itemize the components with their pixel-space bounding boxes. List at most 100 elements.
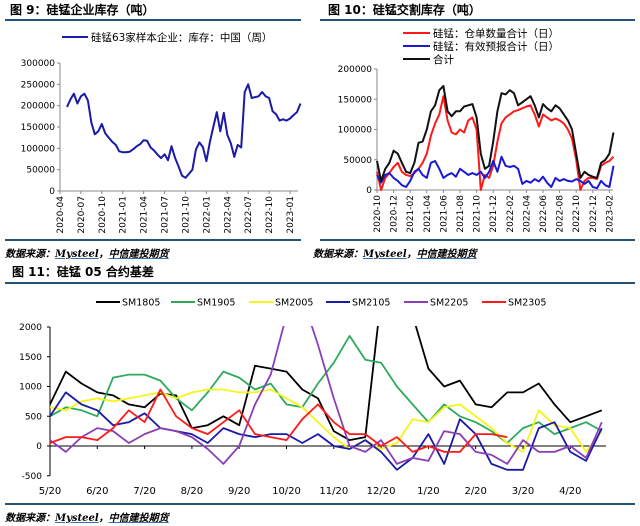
- x-tick-label: 2020-04: [56, 196, 66, 234]
- y-tick-label: 0: [36, 442, 42, 452]
- y-tick-label: 1000: [19, 383, 42, 393]
- x-tick-label: 2022-08: [556, 195, 566, 233]
- x-tick-label: 2021-06: [439, 195, 449, 233]
- legend-label: SM1805: [122, 298, 160, 309]
- x-tick-label: 2021-02: [406, 195, 416, 233]
- x-tick-label: 2022-04: [522, 195, 532, 233]
- figure-9-top-rule: [5, 19, 301, 21]
- x-tick-label: 1/20: [417, 486, 439, 497]
- x-tick-label: 2022-10: [265, 196, 275, 234]
- x-tick-label: 4/20: [559, 486, 581, 497]
- source-prefix: 数据来源：: [5, 249, 55, 260]
- x-tick-label: 11/20: [319, 486, 348, 497]
- source-firm: 中信建投期货: [108, 249, 169, 260]
- y-tick-label: 250000: [21, 80, 56, 90]
- x-tick-label: 2022-07: [244, 196, 254, 234]
- y-tick-label: 50000: [26, 166, 55, 176]
- y-tick-label: 2000: [19, 323, 42, 333]
- x-tick-label: 2021-04: [140, 196, 150, 234]
- series-line-63-0: [66, 83, 302, 179]
- series-line--1: [376, 155, 615, 190]
- series-line-SM2205-4: [49, 326, 603, 465]
- y-tick-label: -500: [22, 472, 43, 482]
- x-tick-label: 6/20: [86, 486, 108, 497]
- figure-9-source: 数据来源：Mysteel，中信建投期货: [5, 245, 169, 260]
- legend-label: 硅锰63家样本企业：库存：中国（周）: [91, 31, 272, 44]
- x-tick-label: 2022-01: [202, 196, 212, 234]
- source-org: Mysteel: [55, 513, 99, 524]
- series-group: [49, 326, 603, 471]
- series-line-SM1805-0: [49, 326, 603, 441]
- x-tick-label: 2021-07: [161, 196, 171, 234]
- x-tick-label: 2020-10: [98, 196, 108, 234]
- x-tick-label: 2020-07: [77, 196, 87, 234]
- x-tick-label: 2021-08: [456, 195, 466, 233]
- x-tick-label: 5/20: [39, 486, 61, 497]
- x-tick-label: 2022-06: [539, 195, 549, 233]
- legend-label: SM2105: [352, 298, 390, 309]
- y-tick-label: 100000: [338, 126, 373, 136]
- source-sep: ，: [98, 249, 109, 260]
- y-tick-label: 200000: [338, 65, 373, 75]
- figure-10-title: 图 10：硅锰交割库存（吨）: [328, 3, 481, 17]
- x-tick-label: 2020-10: [373, 195, 383, 233]
- x-tick-label: 2021-04: [423, 195, 433, 233]
- source-sep: ，: [406, 249, 417, 260]
- y-tick-label: 150000: [338, 95, 373, 105]
- figure-9-title: 图 9：硅锰企业库存（吨）: [10, 3, 155, 17]
- legend-label: 硅锰：有效预报合计（日）: [433, 40, 559, 53]
- y-tick-label: 0: [49, 187, 55, 197]
- x-tick-label: 9/20: [228, 486, 250, 497]
- series-line--2: [376, 84, 615, 182]
- source-prefix: 数据来源：: [313, 249, 363, 260]
- chart-delivery-inventory: 硅锰：仓单数量合计（日）硅锰：有效预报合计（日）合计 0 50000 100000 15…: [338, 27, 616, 233]
- chart-sample-enterprise-inventory: 硅锰63家样本企业：库存：中国（周） 0 50000 100000 150000 2000…: [21, 31, 302, 234]
- x-tick-label: 2021-10: [473, 195, 483, 233]
- figure-11-top-rule: [5, 282, 635, 284]
- x-tick-label: 2021-12: [489, 195, 499, 233]
- source-firm: 中信建投期货: [416, 249, 477, 260]
- y-tick-label: 150000: [21, 123, 56, 133]
- x-tick-label: 2021-10: [181, 196, 191, 234]
- source-org: Mysteel: [363, 249, 407, 260]
- x-tick-label: 2022-02: [506, 195, 516, 233]
- series-group: [376, 84, 615, 191]
- y-tick-label: 50000: [343, 156, 372, 166]
- x-tick-label: 2020-12: [390, 195, 400, 233]
- chart-05-contract-basis: SM1805 SM1905 SM2005 SM2105 SM2205 SM2305 -500…: [19, 298, 606, 497]
- figure-9-bottom-rule: [5, 239, 301, 241]
- figure-10-bottom-rule: [320, 239, 635, 241]
- x-tick-label: 12/20: [367, 486, 396, 497]
- legend-label: SM2305: [508, 298, 546, 309]
- figure-10-top-rule: [320, 19, 635, 21]
- x-tick-label: 3/20: [512, 486, 534, 497]
- figure-11-source: 数据来源：Mysteel，中信建投期货: [5, 509, 169, 524]
- y-tick-label: 100000: [21, 144, 56, 154]
- x-tick-label: 2022-12: [589, 195, 599, 233]
- legend-label: SM1905: [197, 298, 235, 309]
- x-tick-label: 2022-10: [572, 195, 582, 233]
- x-tick-label: 2022-04: [223, 196, 233, 234]
- series-line-SM2105-3: [49, 391, 603, 471]
- y-tick-label: 300000: [21, 59, 56, 69]
- series-line-SM2305-5: [49, 388, 508, 453]
- y-tick-label: 0: [366, 186, 372, 196]
- source-prefix: 数据来源：: [5, 513, 55, 524]
- series-line-SM1905-1: [49, 335, 603, 444]
- source-firm: 中信建投期货: [108, 513, 169, 524]
- y-tick-label: 500: [25, 412, 42, 422]
- legend-label: 合计: [433, 53, 454, 66]
- x-tick-label: 10/20: [272, 486, 301, 497]
- figure-11-title: 图 11：硅锰 05 合约基差: [12, 265, 154, 279]
- legend-label: SM2005: [275, 298, 313, 309]
- x-tick-label: 8/20: [181, 486, 203, 497]
- x-tick-label: 2023-02: [605, 195, 615, 233]
- y-tick-label: 200000: [21, 102, 56, 112]
- y-tick-label: 1500: [19, 353, 42, 363]
- figure-10-source: 数据来源：Mysteel，中信建投期货: [313, 245, 477, 260]
- x-tick-label: 2023-01: [286, 196, 296, 234]
- x-tick-label: 7/20: [133, 486, 155, 497]
- x-tick-label: 2021-01: [119, 196, 129, 234]
- legend-label: 硅锰：仓单数量合计（日）: [433, 27, 559, 40]
- source-sep: ，: [98, 513, 109, 524]
